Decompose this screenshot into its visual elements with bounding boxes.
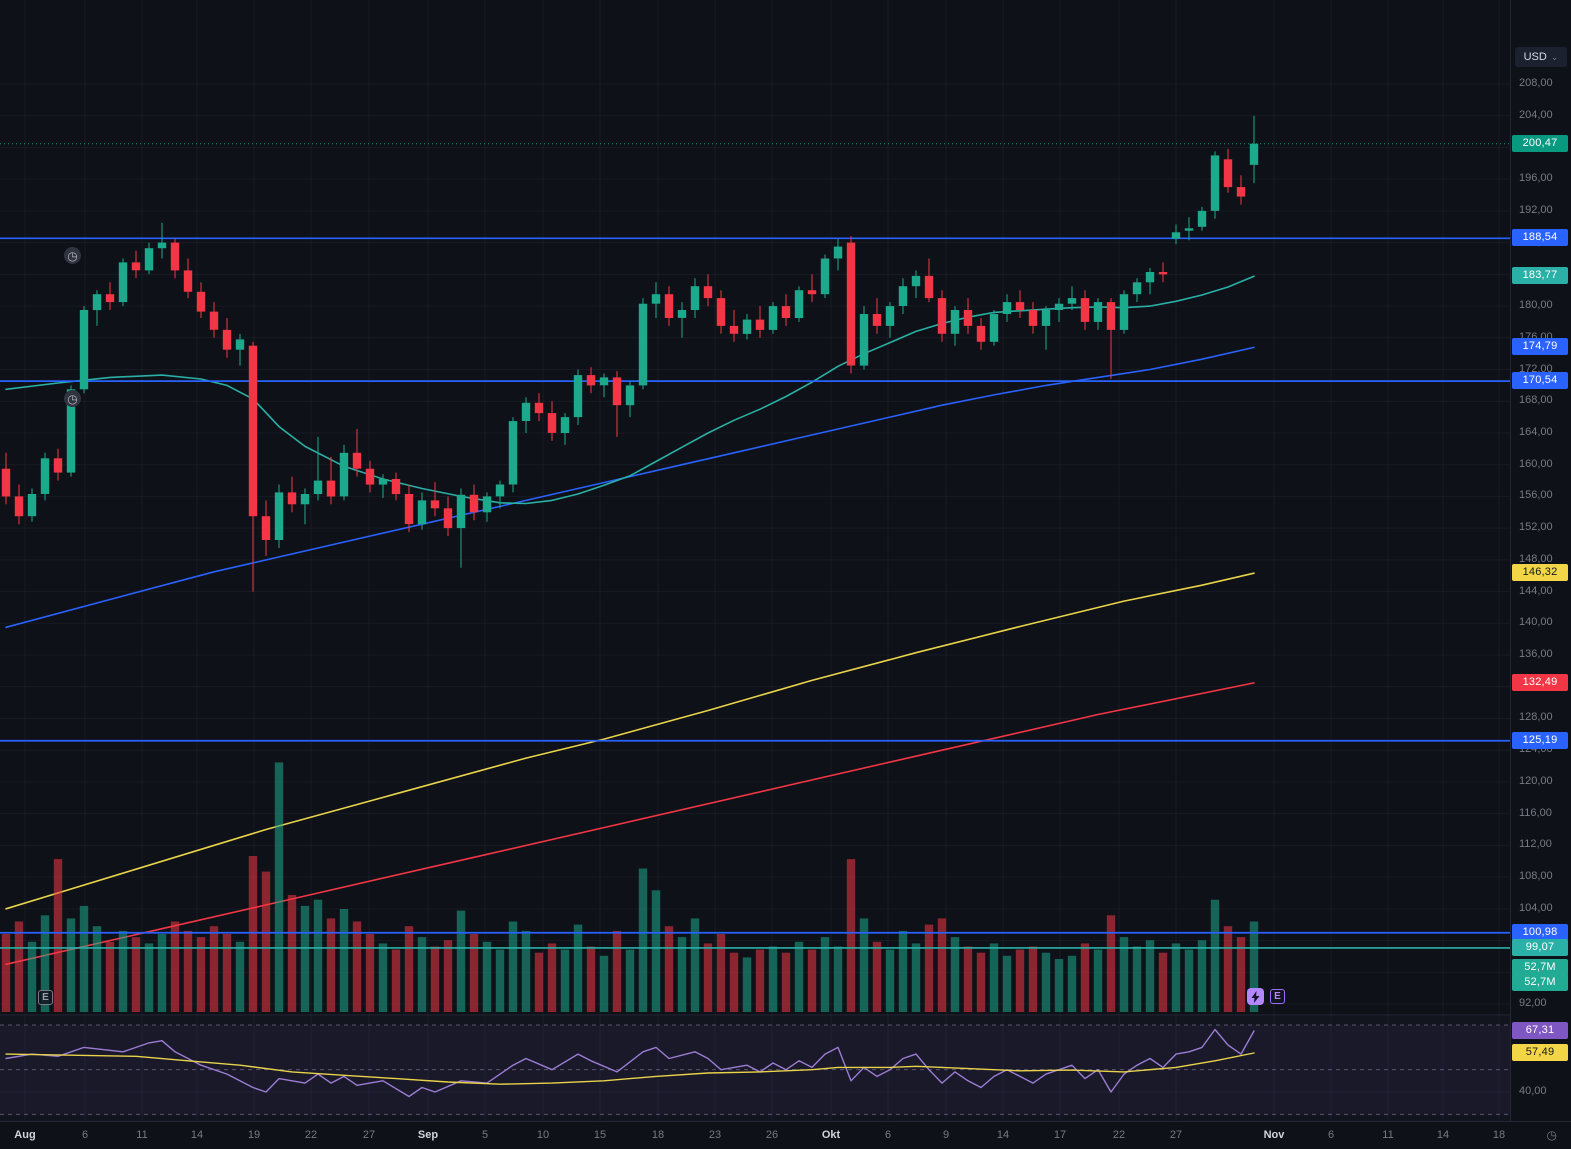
price-tick: 196,00 xyxy=(1519,172,1553,185)
ma-teal-badge: 183,77 xyxy=(1512,267,1568,285)
earnings-letter: E xyxy=(42,992,49,1003)
time-tick: 18 xyxy=(1492,1129,1506,1141)
time-tick-month: Aug xyxy=(14,1129,36,1141)
rsi-badge: 67,31 xyxy=(1512,1022,1568,1040)
time-tick: 10 xyxy=(536,1129,550,1141)
earnings-upcoming-icon[interactable]: E xyxy=(1270,989,1285,1004)
price-tick: 208,00 xyxy=(1519,77,1553,89)
currency-label: USD xyxy=(1523,51,1547,63)
price-tick: 156,00 xyxy=(1519,489,1553,502)
level-badge-99: 99,07 xyxy=(1512,938,1568,956)
time-tick: 15 xyxy=(593,1129,607,1141)
earnings-marker-icon[interactable]: E xyxy=(38,990,53,1005)
current-price-badge: 200,47 xyxy=(1512,134,1568,152)
price-tick: 104,00 xyxy=(1519,901,1553,914)
price-tick: 168,00 xyxy=(1519,394,1553,407)
price-tick: 116,00 xyxy=(1519,806,1552,819)
price-tick: 136,00 xyxy=(1519,648,1553,661)
price-tick: 92,00 xyxy=(1519,996,1547,1009)
price-tick: 120,00 xyxy=(1519,774,1553,787)
price-tick: 164,00 xyxy=(1519,425,1553,438)
volume-badge: 52,7M xyxy=(1512,959,1568,976)
rsi-ma-badge: 57,49 xyxy=(1512,1043,1568,1061)
price-tick: 152,00 xyxy=(1519,521,1553,534)
price-tick: 192,00 xyxy=(1519,203,1553,216)
volume-ma-badge: 52,7M xyxy=(1512,974,1568,991)
level-badge-188: 188,54 xyxy=(1512,229,1568,247)
ma-red-badge: 132,49 xyxy=(1512,673,1568,691)
time-tick: 11 xyxy=(136,1129,148,1141)
level-badge-170: 170,54 xyxy=(1512,372,1568,390)
time-tick: 6 xyxy=(1327,1129,1335,1141)
clock-glyph: ◷ xyxy=(67,248,78,263)
time-tick-month: Nov xyxy=(1263,1129,1285,1141)
time-tick: 22 xyxy=(304,1129,318,1141)
time-tick: 18 xyxy=(651,1129,665,1141)
level-badge-125: 125,19 xyxy=(1512,731,1568,749)
time-tick: 23 xyxy=(708,1129,722,1141)
time-tick: 6 xyxy=(884,1129,892,1141)
time-tick: 5 xyxy=(481,1129,489,1141)
time-tick: 14 xyxy=(1436,1129,1450,1141)
level-badge-100: 100,98 xyxy=(1512,923,1568,941)
price-tick: 160,00 xyxy=(1519,457,1553,470)
price-axis[interactable]: USD ⌄ 208,00204,00200,00196,00192,00188,… xyxy=(1510,0,1571,1121)
price-tick: 40,00 xyxy=(1519,1085,1547,1097)
time-tick-month: Sep xyxy=(417,1129,439,1141)
time-tick: 9 xyxy=(942,1129,950,1141)
price-tick: 148,00 xyxy=(1519,552,1553,565)
price-tick: 140,00 xyxy=(1519,616,1553,629)
chevron-down-icon: ⌄ xyxy=(1550,51,1559,62)
price-tick: 144,00 xyxy=(1519,584,1553,597)
price-tick: 128,00 xyxy=(1519,711,1553,724)
time-tick: 27 xyxy=(1169,1129,1183,1141)
time-tick: 22 xyxy=(1112,1129,1126,1141)
chart-canvas[interactable] xyxy=(0,0,1510,1121)
time-tick-month: Okt xyxy=(821,1129,841,1141)
flash-event-icon[interactable] xyxy=(1247,988,1264,1005)
time-tick: 11 xyxy=(1382,1129,1394,1141)
lightning-icon xyxy=(1251,990,1260,1003)
clock-glyph: ◷ xyxy=(67,391,78,406)
time-tick: 14 xyxy=(996,1129,1010,1141)
alert-clock-icon[interactable]: ◷ xyxy=(64,247,81,264)
time-tick: 19 xyxy=(247,1129,261,1141)
time-tick: 26 xyxy=(765,1129,779,1141)
alert-clock-icon[interactable]: ◷ xyxy=(64,390,81,407)
price-tick: 180,00 xyxy=(1519,299,1553,312)
price-tick: 112,00 xyxy=(1519,838,1552,851)
price-tick: 204,00 xyxy=(1519,108,1553,121)
session-clock-icon[interactable]: ◷ xyxy=(1546,1128,1557,1142)
time-axis[interactable]: ◷ Aug 6 11 14 19 22 27 Sep 5 10 15 18 23 26 Okt 6 9 14 17 2… xyxy=(0,1121,1571,1149)
time-tick: 17 xyxy=(1053,1129,1067,1141)
price-tick: 172,00 xyxy=(1519,362,1553,375)
currency-selector[interactable]: USD ⌄ xyxy=(1515,47,1567,67)
time-tick: 14 xyxy=(190,1129,204,1141)
earnings-letter: E xyxy=(1274,991,1281,1002)
price-tick: 108,00 xyxy=(1519,870,1553,883)
ma-blue-badge: 174,79 xyxy=(1512,338,1568,356)
ma-yellow-badge: 146,32 xyxy=(1512,564,1568,582)
time-tick: 6 xyxy=(81,1129,89,1141)
time-tick: 27 xyxy=(362,1129,376,1141)
